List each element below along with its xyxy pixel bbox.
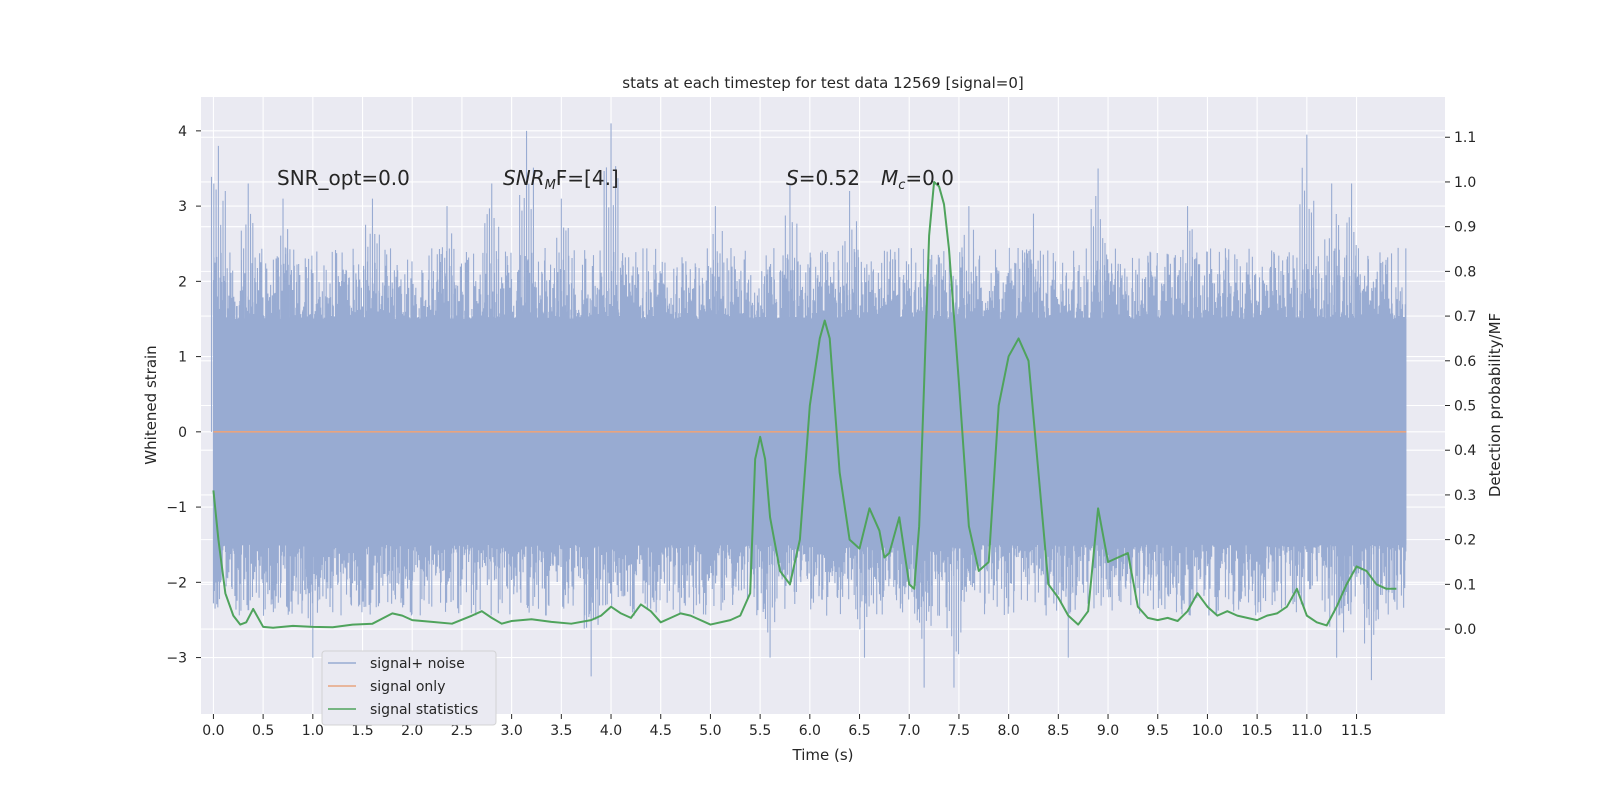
annotation-s: S=0.52 <box>786 166 860 190</box>
line-series-layer <box>212 180 1407 629</box>
x-tick-label: 8.5 <box>1047 723 1069 739</box>
s-value: =0.52 <box>799 166 860 190</box>
y2-tick-label: 0.1 <box>1454 577 1476 593</box>
x-tick-label: 8.0 <box>997 723 1019 739</box>
y-tick-label: 4 <box>178 124 187 140</box>
snr-mf-rest: F=[4.] <box>556 166 619 190</box>
x-tick-label: 6.0 <box>799 723 821 739</box>
y-tick-label: −2 <box>166 575 187 591</box>
annotation-mc: Mc=0.0 <box>881 166 954 193</box>
mc-sub: c <box>898 178 905 193</box>
y2-tick-label: 0.5 <box>1454 399 1476 415</box>
snr-mf-sub: M <box>545 178 556 193</box>
annotation-snr-opt: SNR_opt=0.0 <box>277 166 410 190</box>
x-tick-label: 10.0 <box>1192 723 1223 739</box>
y2-tick-label: 1.0 <box>1454 175 1476 191</box>
x-tick-label: 5.0 <box>699 723 721 739</box>
y-tick-label: −3 <box>166 651 187 667</box>
x-tick-label: 7.5 <box>948 723 970 739</box>
x-tick-label: 4.0 <box>600 723 622 739</box>
mc-label: M <box>881 166 898 190</box>
tick-labels: 0.0 0.5 1.0 1.5 2.0 2.5 3.0 3.5 4.0 4.5 5.0 5.5 6.0 6… <box>166 124 1476 739</box>
y2-tick-label: 0.4 <box>1454 443 1476 459</box>
x-tick-label: 2.5 <box>451 723 473 739</box>
y2-tick-label: 0.6 <box>1454 354 1476 370</box>
legend-label-signal-only: signal only <box>370 679 445 695</box>
x-tick-label: 7.0 <box>898 723 920 739</box>
y2-axis-label: Detection probability/MF <box>1486 313 1504 497</box>
y2-tick-label: 0.0 <box>1454 622 1476 638</box>
x-tick-label: 3.0 <box>500 723 522 739</box>
annotation-snr-mf: SNRMF=[4.] <box>503 166 619 193</box>
y-tick-label: 3 <box>178 199 187 215</box>
legend-label-signal-statistics: signal statistics <box>370 702 478 718</box>
y2-tick-label: 0.2 <box>1454 533 1476 549</box>
x-axis-label: Time (s) <box>792 746 854 764</box>
x-tick-label: 1.5 <box>351 723 373 739</box>
mc-value: =0.0 <box>905 166 954 190</box>
x-tick-label: 4.5 <box>650 723 672 739</box>
y-tick-label: 0 <box>178 425 187 441</box>
x-tick-label: 0.5 <box>252 723 274 739</box>
y2-tick-label: 0.3 <box>1454 488 1476 504</box>
x-tick-label: 9.5 <box>1147 723 1169 739</box>
y2-tick-label: 0.7 <box>1454 309 1476 325</box>
x-tick-label: 5.5 <box>749 723 771 739</box>
y2-tick-label: 0.8 <box>1454 264 1476 280</box>
y2-tick-label: 0.9 <box>1454 220 1476 236</box>
y-axis-label: Whitened strain <box>142 345 160 464</box>
y-tick-label: 1 <box>178 350 187 366</box>
chart-title: stats at each timestep for test data 125… <box>622 74 1023 92</box>
y-tick-label: 2 <box>178 274 187 290</box>
x-tick-label: 0.0 <box>202 723 224 739</box>
legend: signal+ noise signal only signal statist… <box>321 650 497 726</box>
x-tick-label: 11.0 <box>1291 723 1322 739</box>
snr-mf-main: SNR <box>503 166 545 190</box>
s-label: S <box>786 166 799 190</box>
signal-statistics-line <box>212 180 1397 629</box>
y2-tick-label: 1.1 <box>1454 130 1476 146</box>
x-tick-label: 1.0 <box>302 723 324 739</box>
x-tick-label: 10.5 <box>1242 723 1273 739</box>
y-tick-label: −1 <box>166 500 187 516</box>
x-tick-label: 9.0 <box>1097 723 1119 739</box>
legend-label-signal-noise: signal+ noise <box>370 656 465 672</box>
x-tick-label: 11.5 <box>1341 723 1372 739</box>
x-tick-label: 6.5 <box>848 723 870 739</box>
x-tick-label: 2.0 <box>401 723 423 739</box>
x-tick-label: 3.5 <box>550 723 572 739</box>
legend-box <box>321 650 497 726</box>
